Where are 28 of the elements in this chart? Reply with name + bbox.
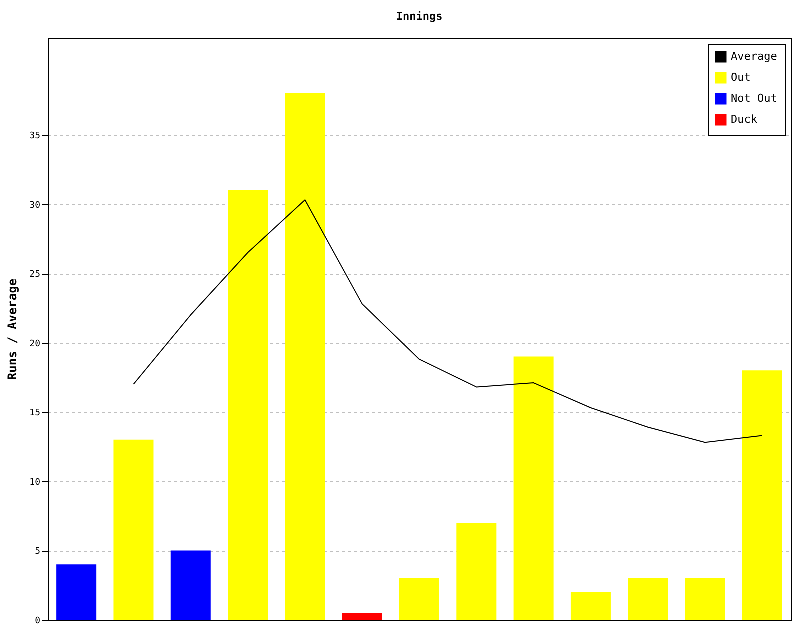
bar bbox=[342, 613, 382, 620]
bar bbox=[628, 578, 668, 620]
y-tick-label: 25 bbox=[30, 270, 40, 280]
y-tick-label: 5 bbox=[35, 547, 40, 558]
bar bbox=[114, 440, 154, 620]
line-series bbox=[133, 200, 763, 444]
y-tick-label: 15 bbox=[30, 408, 40, 419]
y-tick-label: 20 bbox=[30, 339, 40, 350]
bar bbox=[570, 592, 611, 620]
bar bbox=[56, 564, 97, 620]
bar bbox=[228, 190, 268, 620]
bar bbox=[742, 370, 782, 620]
bar bbox=[456, 523, 497, 620]
y-tick-label: 10 bbox=[30, 478, 40, 488]
legend-label: Out bbox=[731, 71, 751, 84]
legend-label: Not Out bbox=[731, 92, 778, 105]
bar bbox=[170, 550, 211, 620]
y-tick-label: 35 bbox=[30, 132, 40, 142]
legend-label: Duck bbox=[731, 113, 758, 126]
legend-label: Average bbox=[731, 50, 778, 63]
chart-title: Innings bbox=[396, 10, 443, 23]
y-axis-title: Runs / Average bbox=[6, 278, 20, 380]
bar bbox=[685, 578, 726, 620]
bar bbox=[285, 93, 326, 620]
y-tick-label: 0 bbox=[35, 616, 40, 626]
bar bbox=[399, 578, 440, 620]
bar bbox=[514, 356, 554, 620]
y-tick-label: 30 bbox=[30, 200, 40, 211]
